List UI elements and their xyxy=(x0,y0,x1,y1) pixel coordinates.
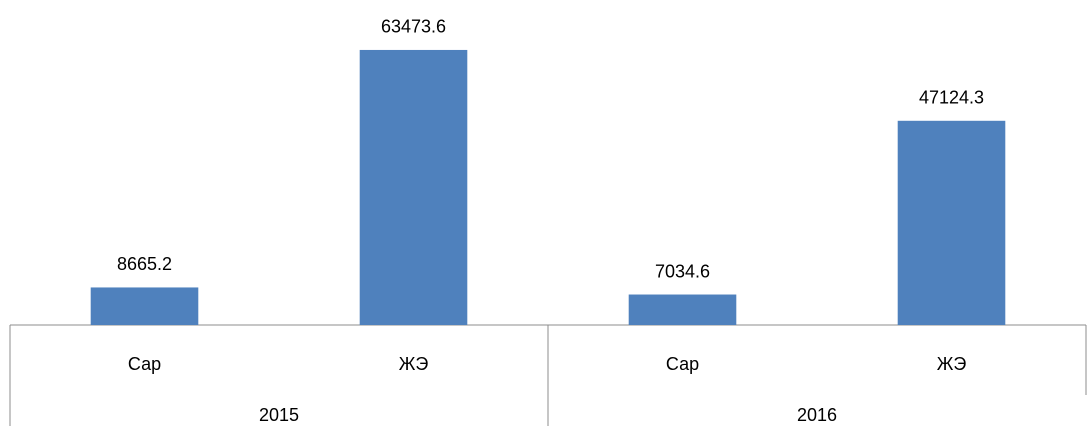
x-tick-label: ЖЭ xyxy=(937,354,967,374)
data-label: 47124.3 xyxy=(919,88,984,108)
bar xyxy=(90,287,199,325)
bar xyxy=(628,294,737,325)
data-label: 8665.2 xyxy=(117,254,172,274)
x-tick-label: ЖЭ xyxy=(399,354,429,374)
data-label: 63473.6 xyxy=(381,17,446,37)
x-tick-label: Сар xyxy=(128,354,161,374)
group-label: 2016 xyxy=(797,405,837,425)
x-tick-label: Сар xyxy=(666,354,699,374)
bar xyxy=(359,49,468,326)
data-label: 7034.6 xyxy=(655,261,710,281)
bar xyxy=(897,120,1006,325)
group-label: 2015 xyxy=(259,405,299,425)
